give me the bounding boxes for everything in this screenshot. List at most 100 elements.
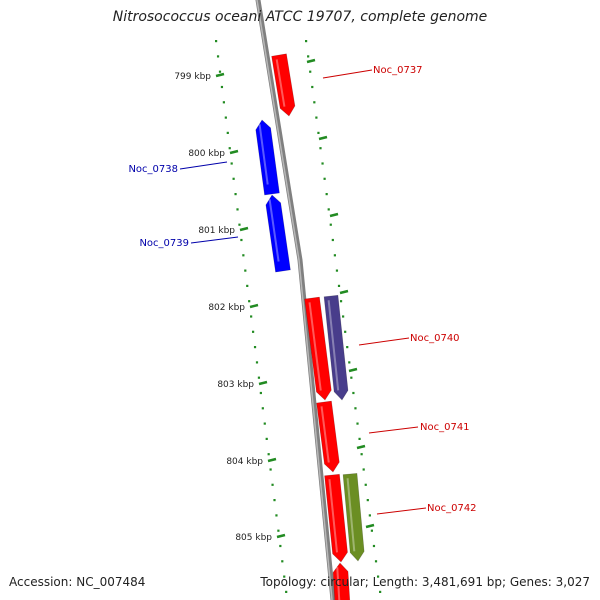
tick-dot — [307, 55, 310, 58]
tick-dot — [263, 422, 266, 425]
tick-dot — [358, 437, 361, 440]
tick-dot — [277, 529, 280, 532]
kbp-tick — [215, 72, 225, 78]
tick-dot — [323, 177, 326, 180]
tick-dot — [279, 544, 282, 548]
kbp-tick — [267, 457, 277, 463]
tick-dot — [255, 361, 259, 364]
tick-dot — [283, 575, 286, 578]
tick-dot — [273, 499, 276, 502]
accession-text: Accession: NC_007484 — [9, 575, 146, 589]
backbone-highlight — [256, 0, 333, 600]
kbp-label: 803 kbp — [217, 380, 254, 390]
tick-dot — [230, 162, 233, 165]
tick-dot — [374, 560, 378, 563]
tick-dot — [317, 131, 320, 134]
tick-dot — [315, 116, 318, 119]
tick-dot — [325, 193, 328, 196]
kbp-tick-right — [348, 367, 358, 373]
tick-dot — [379, 590, 382, 593]
tick-dot — [346, 346, 349, 349]
kbp-tick — [258, 380, 268, 386]
tick-dot — [356, 422, 359, 425]
tick-dot — [257, 376, 261, 379]
gene-arrow-noc-0738 — [255, 119, 280, 196]
tick-dot — [220, 85, 224, 89]
tick-dot — [269, 468, 272, 471]
tick-dot — [305, 40, 308, 43]
tick-dot — [319, 147, 322, 150]
tick-dot — [242, 254, 245, 257]
tick-dot — [265, 437, 268, 440]
callout-line-noc-0742 — [376, 507, 427, 515]
gene-label-noc-0742: Noc_0742 — [427, 503, 477, 514]
tick-dot — [321, 162, 324, 165]
tick-dot — [333, 254, 336, 257]
tick-dot — [246, 284, 249, 287]
backbone-line — [255, 0, 336, 600]
tick-dot — [350, 376, 353, 379]
tick-dot — [244, 269, 247, 272]
tick-dot — [366, 499, 369, 502]
kbp-label: 801 kbp — [198, 226, 235, 236]
tick-dot — [226, 131, 229, 134]
gene-label-noc-0737: Noc_0737 — [373, 65, 423, 76]
tick-dot — [329, 223, 332, 226]
tick-dot — [250, 315, 253, 318]
tick-dot — [222, 101, 225, 104]
tick-dot — [331, 238, 334, 242]
kbp-label: 804 kbp — [226, 457, 263, 467]
tick-dot — [236, 208, 239, 211]
tick-dot — [248, 300, 251, 303]
tick-dot — [348, 361, 351, 364]
kbp-tick — [249, 303, 259, 309]
gene-label-noc-0739: Noc_0739 — [139, 238, 189, 249]
kbp-tick-right — [339, 289, 349, 295]
gene-arrow-noc-0740-inner — [304, 296, 332, 401]
tick-dot — [370, 529, 374, 532]
tick-dot — [344, 330, 347, 333]
tick-dot — [354, 407, 357, 410]
kbp-label: 802 kbp — [208, 303, 245, 313]
tick-dot — [238, 223, 241, 226]
kbp-tick-right — [329, 212, 339, 218]
kbp-tick — [276, 533, 286, 539]
tick-dot — [376, 575, 380, 578]
tick-dot — [362, 468, 365, 471]
tick-dot — [372, 544, 376, 548]
kbp-tick-right — [365, 523, 375, 529]
gene-label-noc-0741: Noc_0741 — [420, 422, 470, 433]
tick-dot — [285, 590, 288, 593]
kbp-tick — [239, 226, 249, 232]
gene-arrow-partial — [332, 562, 351, 600]
callout-line-noc-0741 — [368, 426, 419, 434]
topology-text: Topology: circular; Length: 3,481,691 bp… — [260, 575, 590, 589]
gene-arrow-noc-0742-inner — [324, 473, 348, 563]
tick-dot — [218, 70, 222, 73]
tick-dot — [311, 85, 314, 89]
tick-dot — [309, 70, 312, 73]
gene-arrow-noc-0740-outer — [323, 294, 349, 401]
callout-line-noc-0740 — [358, 337, 410, 346]
ruler-ticks-left — [215, 40, 288, 593]
callout-line-noc-0738 — [179, 161, 228, 170]
kbp-label: 799 kbp — [174, 72, 211, 82]
kbp-tick-right — [356, 444, 366, 450]
gene-arrow-noc-0737 — [271, 53, 296, 117]
tick-dot — [313, 101, 316, 104]
tick-dot — [352, 391, 355, 395]
tick-dot — [253, 346, 257, 349]
kbp-label: 805 kbp — [235, 533, 272, 543]
tick-dot — [216, 55, 220, 58]
tick-dot — [267, 453, 270, 456]
kbp-label: 800 kbp — [188, 149, 225, 159]
tick-dot — [261, 407, 264, 410]
tick-dot — [240, 238, 243, 242]
kbp-tick-right — [306, 58, 316, 64]
gene-label-noc-0738: Noc_0738 — [128, 164, 178, 175]
tick-dot — [251, 330, 255, 333]
tick-dot — [342, 315, 345, 318]
tick-dot — [368, 514, 371, 517]
